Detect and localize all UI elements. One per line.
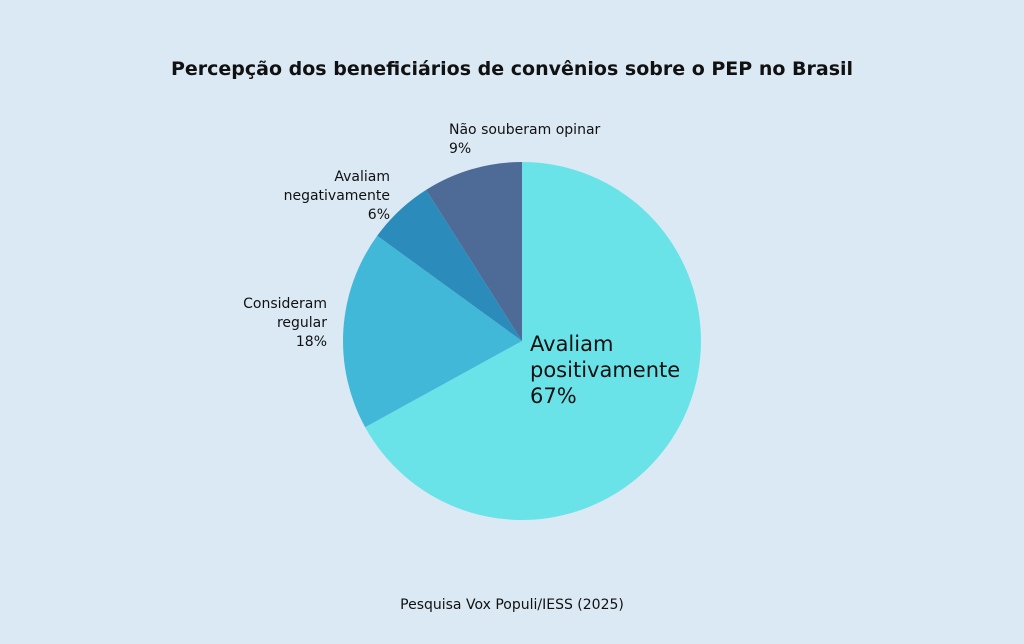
value-label: 9% bbox=[449, 141, 472, 157]
slice-label: Não souberam opinar 9% bbox=[449, 121, 669, 159]
slice-label: Avaliam positivamente 67% bbox=[530, 331, 700, 409]
category-label: Avaliam negativamente bbox=[283, 169, 390, 204]
pie-slice bbox=[426, 162, 522, 341]
slice-label: Avaliam negativamente 6% bbox=[270, 168, 390, 225]
value-label: 67% bbox=[530, 384, 577, 408]
value-label: 6% bbox=[367, 207, 390, 223]
pie-slice bbox=[365, 162, 702, 520]
pie-slice bbox=[377, 189, 522, 341]
chart-title: Percepção dos beneficiários de convênios… bbox=[170, 58, 854, 80]
pie-slice bbox=[343, 235, 522, 428]
category-label: Consideram regular bbox=[243, 296, 327, 331]
source-note: Pesquisa Vox Populi/IESS (2025) bbox=[400, 597, 624, 613]
category-label: Não souberam opinar bbox=[449, 122, 601, 138]
category-label: Avaliam positivamente bbox=[530, 332, 681, 382]
value-label: 18% bbox=[295, 334, 327, 350]
slice-label: Consideram regular 18% bbox=[217, 295, 327, 352]
